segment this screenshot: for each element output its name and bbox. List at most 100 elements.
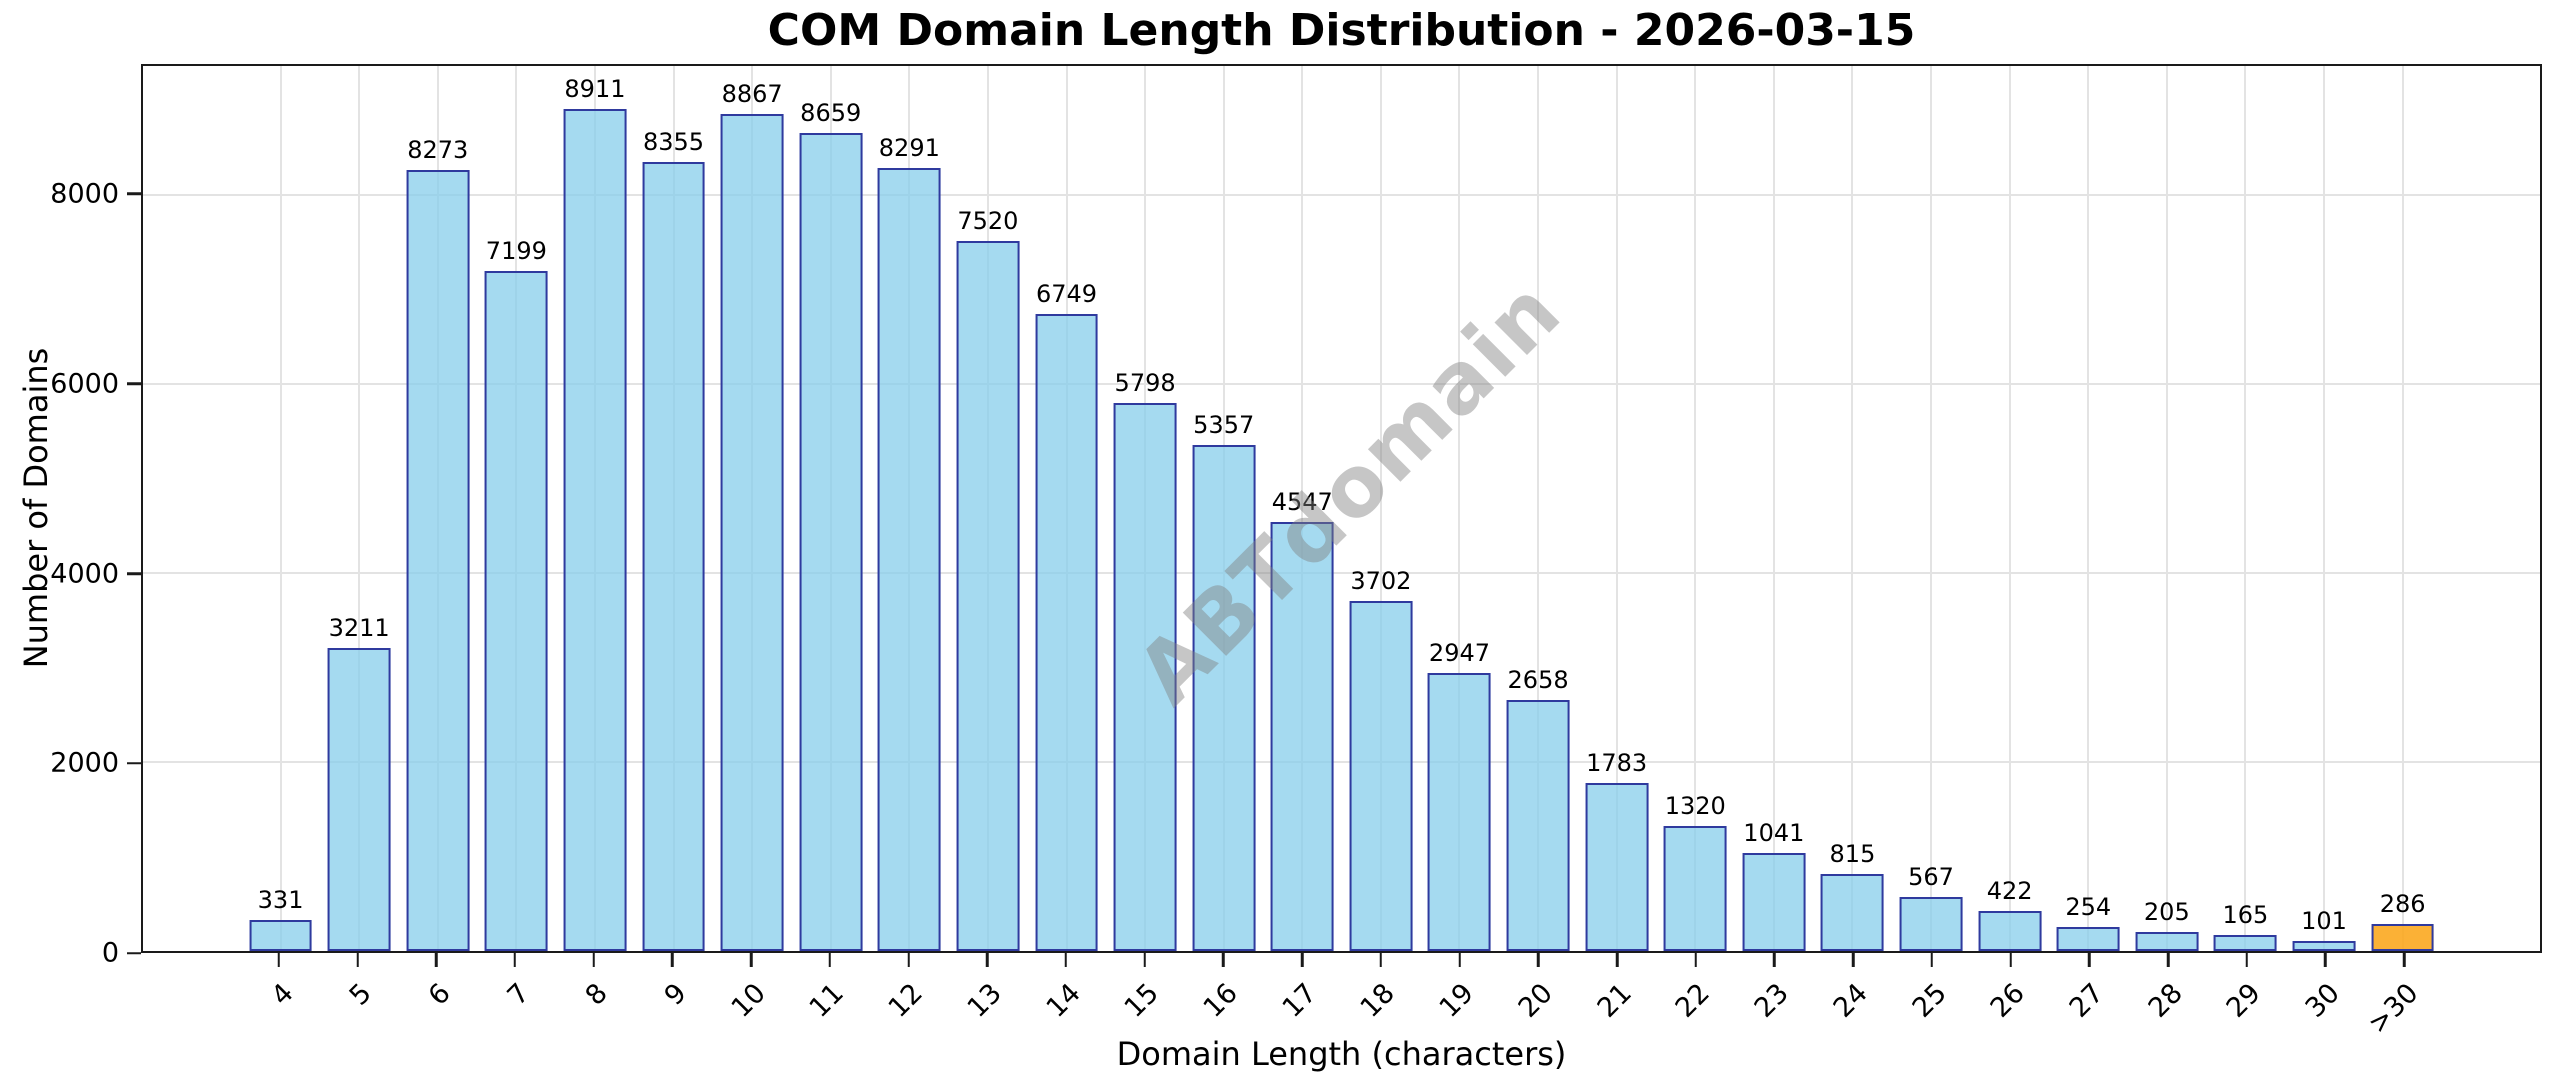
bar-15 (1113, 403, 1177, 951)
x-tick-label: 27 (2063, 977, 2110, 1024)
v-gridline (2165, 66, 2168, 951)
bar-value-label: 815 (1829, 840, 1876, 869)
bar-value-label: 8273 (407, 135, 469, 164)
bar-value-label: 1320 (1664, 792, 1726, 821)
bar-column: 567 (1892, 66, 1971, 951)
bar-value-label: 286 (2379, 890, 2426, 918)
bar-column: 8355 (634, 66, 713, 951)
h-gridline (143, 383, 2540, 386)
bar-value-label: 6749 (1035, 279, 1098, 308)
bar-13 (956, 240, 1020, 951)
bar-column: 8867 (713, 66, 792, 951)
x-tick-mark (1458, 953, 1461, 967)
bar-30 (2292, 941, 2356, 951)
bar-column: 1320 (1656, 66, 1735, 951)
v-gridline (1851, 66, 1854, 951)
x-tick-label: 29 (2221, 977, 2268, 1024)
y-tick-mark (127, 762, 141, 765)
v-gridline (1379, 66, 1382, 951)
bar-25 (1899, 897, 1963, 951)
bar-column: 254 (2049, 66, 2128, 951)
x-tick-label: 9 (658, 977, 693, 1012)
bar-column: 7520 (949, 66, 1028, 951)
h-gridline (143, 572, 2540, 575)
v-gridline (1694, 66, 1697, 951)
h-gridline (143, 761, 2540, 764)
bar-4 (249, 919, 312, 951)
bar-7 (484, 271, 548, 951)
x-tick-mark (1064, 953, 1068, 967)
bar-column: 422 (1970, 66, 2049, 951)
bar-value-label: 101 (2301, 907, 2347, 936)
bar-column: 101 (2285, 66, 2364, 951)
x-tick-label: 30 (2299, 977, 2346, 1024)
y-tick-label: 0 (101, 937, 119, 969)
bar-column: 286 (2363, 66, 2442, 951)
x-tick-mark (1379, 953, 1383, 967)
x-tick-mark (356, 953, 359, 967)
bar-5 (327, 647, 391, 951)
x-tick-label: 17 (1276, 977, 1323, 1024)
bar-6 (406, 169, 470, 951)
bar-column: 2658 (1499, 66, 1578, 951)
bar-value-label: 1041 (1743, 818, 1805, 847)
x-tick-mark (1694, 953, 1697, 967)
bar-column: 205 (2128, 66, 2207, 951)
x-tick-label: 12 (882, 977, 930, 1024)
y-tick-label: 8000 (50, 178, 119, 210)
v-gridline (1537, 66, 1540, 951)
bar-22 (1663, 826, 1727, 951)
bar-value-label: 8867 (721, 79, 783, 108)
x-tick-label: 4 (265, 977, 300, 1012)
bar-value-label: 331 (257, 885, 304, 914)
bar-11 (799, 133, 863, 951)
bar-18 (1349, 601, 1413, 951)
v-gridline (1930, 66, 1933, 951)
x-tick-label: 20 (1512, 977, 1559, 1024)
bar-column: 331 (241, 66, 320, 951)
bar-value-label: 8911 (564, 75, 626, 104)
bar-column: 8291 (870, 66, 949, 951)
v-gridline (2323, 66, 2325, 951)
bar-column: 815 (1813, 66, 1892, 951)
plot-area: 331 3211 8273 7199 8911 8355 8867 8659 8291 7520 6… (141, 64, 2542, 953)
bar-value-label: 8355 (642, 127, 705, 156)
x-tick-mark (277, 953, 281, 967)
x-tick-label: 22 (1670, 977, 1717, 1024)
bar-column: 8911 (556, 66, 635, 951)
x-tick-label: 8 (580, 977, 615, 1012)
x-axis: 4 5 6 7 8 9 10 11 12 13 14 15 16 17 18 19 20 21 22 23 24 25 26… (141, 953, 2542, 1053)
x-tick-mark (1222, 953, 1225, 967)
x-tick-label: 11 (804, 977, 851, 1024)
bar-column: 8659 (791, 66, 870, 951)
x-tick-mark (434, 953, 438, 967)
bar-value-label: 4547 (1271, 487, 1333, 516)
v-gridline (1301, 66, 1304, 951)
bar-21 (1585, 782, 1649, 951)
x-tick-mark (1930, 953, 1934, 967)
bar-value-label: 2658 (1507, 665, 1569, 694)
x-tick-mark (1851, 953, 1855, 967)
y-tick-label: 2000 (50, 747, 119, 779)
x-tick-label: 6 (422, 977, 457, 1012)
bar-column: 2947 (1420, 66, 1499, 951)
bar-column: 5357 (1184, 66, 1263, 951)
bar-value-label: 8659 (800, 99, 862, 128)
bar-26 (1978, 911, 2042, 951)
bar-value-label: 567 (1908, 863, 1954, 892)
x-tick-label: 10 (725, 977, 772, 1024)
y-tick-label: 6000 (50, 368, 119, 400)
v-gridline (1458, 66, 1461, 951)
bar-value-label: 5798 (1114, 369, 1176, 398)
v-gridline (279, 66, 282, 951)
y-tick-mark (127, 572, 141, 575)
x-tick-label: 15 (1118, 977, 1166, 1024)
bar-column: 4547 (1263, 66, 1342, 951)
bar-value-label: 165 (2222, 901, 2269, 930)
v-gridline (1772, 66, 1775, 951)
v-gridline (2401, 66, 2404, 951)
x-tick-mark (1615, 953, 1619, 967)
h-gridline (143, 194, 2540, 197)
x-tick-mark (1537, 953, 1540, 967)
